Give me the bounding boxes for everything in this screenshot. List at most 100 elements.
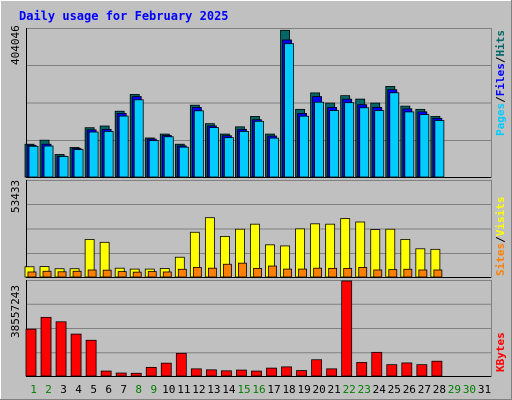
day-label-28: 28 (433, 383, 446, 396)
kbytes-panel-bar-kbytes-day-8 (130, 372, 142, 377)
hits-panel-bar-pages-day-19 (299, 115, 309, 178)
kbytes-panel-bar-kbytes-day-24 (371, 351, 383, 377)
legend-kbytes: KBytes (494, 332, 507, 372)
day-label-20: 20 (313, 383, 326, 396)
day-label-9: 9 (150, 383, 157, 396)
hits-panel-bar-pages-day-10 (163, 136, 174, 178)
kbytes-panel-bar-kbytes-day-26 (401, 362, 413, 377)
visits-panel-bar-sites-day-24 (373, 269, 383, 278)
day-label-4: 4 (75, 383, 82, 396)
visits-panel-bar-sites-day-19 (298, 268, 307, 278)
visits-panel-bar-sites-day-5 (87, 269, 97, 278)
hits-panel-bar-pages-day-21 (329, 110, 340, 178)
day-label-12: 12 (192, 383, 205, 396)
hits-panel-bar-pages-day-2 (43, 145, 54, 178)
visits-sites-panel (24, 180, 492, 278)
visits-panel-bar-sites-day-18 (283, 268, 292, 278)
visits-panel-bar-sites-day-4 (72, 270, 82, 278)
day-label-25: 25 (388, 383, 401, 396)
visits-panel-bar-sites-day-11 (177, 268, 187, 278)
legend-files: Files (494, 63, 507, 96)
kbytes-panel-bar-kbytes-day-23 (356, 362, 368, 377)
visits-panel-bar-sites-day-6 (102, 269, 112, 278)
visits-panel-bar-sites-day-10 (162, 271, 172, 278)
kbytes-panel-bar-kbytes-day-4 (70, 333, 82, 377)
legend-sites: Sites (494, 243, 507, 276)
hits-panel-bar-pages-day-11 (178, 146, 189, 178)
kbytes-panel-bar-kbytes-day-11 (175, 352, 187, 377)
kbytes-panel-bar-kbytes-day-15 (236, 369, 247, 377)
visits-panel-bar-sites-day-13 (207, 267, 217, 278)
day-label-15: 15 (237, 383, 250, 396)
legend-sep-3: / (494, 236, 507, 243)
hits-panel-bar-pages-day-23 (359, 107, 370, 178)
day-label-3: 3 (60, 383, 67, 396)
day-label-17: 17 (267, 383, 280, 396)
hits-panel-bar-pages-day-17 (269, 137, 279, 178)
day-label-18: 18 (282, 383, 295, 396)
hits-panel-bar-pages-day-4 (73, 149, 84, 178)
legend-pages: Pages (494, 103, 507, 136)
day-label-6: 6 (105, 383, 112, 396)
legend-visits: Visits (494, 197, 507, 237)
kbytes-panel-bar-kbytes-day-21 (326, 368, 338, 377)
visits-panel-bar-sites-day-2 (42, 270, 52, 278)
hits-panel-bar-pages-day-16 (254, 120, 264, 178)
day-label-30: 30 (463, 383, 476, 396)
hits-panel-bar-pages-day-13 (208, 127, 219, 178)
kbytes-panel-bar-kbytes-day-5 (85, 339, 97, 377)
visits-panel-bar-sites-day-17 (268, 265, 277, 278)
kbytes-panel-bar-kbytes-day-7 (115, 372, 127, 377)
kbytes-panel-bar-kbytes-day-19 (296, 370, 307, 377)
day-label-23: 23 (358, 383, 371, 396)
day-label-14: 14 (222, 383, 236, 396)
hits-panel-bar-pages-day-24 (374, 110, 385, 178)
hits-panel-bar-pages-day-6 (103, 131, 114, 178)
visits-panel-bar-sites-day-15 (238, 262, 247, 278)
legend-sites-visits: Sites/Visits (494, 197, 507, 277)
visits-panel-bar-sites-day-27 (418, 269, 428, 278)
day-labels: 1 2 3 4 5 6 7 8 9 10 11 12 13 14 15 16 17 18 19 20 21 22 23 24 2… (30, 383, 491, 396)
visits-panel-bar-sites-day-22 (343, 267, 353, 278)
legend-hits-files-pages: Pages/Files/Hits (494, 30, 507, 136)
hits-panel-bar-pages-day-28 (434, 120, 445, 178)
chart-title: Daily usage for February 2025 (19, 9, 229, 23)
day-label-13: 13 (207, 383, 220, 396)
hits-panel-bar-pages-day-1 (28, 145, 39, 178)
day-label-1: 1 (30, 383, 37, 396)
hits-panel-bar-pages-day-14 (224, 137, 234, 178)
day-label-26: 26 (403, 383, 416, 396)
hits-panel-bar-pages-day-18 (284, 43, 294, 178)
visits-panel-bar-sites-day-23 (358, 267, 368, 278)
day-label-16: 16 (252, 383, 265, 396)
day-label-11: 11 (177, 383, 190, 396)
hits-panel-bar-pages-day-20 (314, 101, 325, 178)
visits-panel-bar-sites-day-7 (117, 271, 127, 278)
day-label-31: 31 (478, 383, 491, 396)
kbytes-panel-bar-kbytes-day-14 (221, 370, 232, 377)
hits-panel-bar-pages-day-25 (389, 92, 400, 178)
kbytes-panel-bar-kbytes-day-9 (145, 366, 157, 377)
visits-panel-bar-sites-day-21 (328, 267, 338, 278)
legend-sep-1: / (494, 96, 507, 103)
kbytes-panel-bar-kbytes-day-6 (100, 370, 112, 377)
visits-max-label: 53433 (9, 180, 22, 213)
hits-panel-bar-pages-day-5 (88, 131, 99, 178)
visits-panel-bar-sites-day-25 (388, 269, 398, 278)
kbytes-panel-bar-kbytes-day-17 (266, 367, 277, 377)
day-label-19: 19 (297, 383, 310, 396)
day-label-24: 24 (373, 383, 387, 396)
legend-sep-2: / (494, 56, 507, 63)
hits-panel-bar-pages-day-27 (419, 114, 430, 178)
visits-panel-bar-sites-day-9 (147, 271, 157, 278)
hits-panel-bar-pages-day-9 (148, 140, 159, 178)
day-label-10: 10 (162, 383, 175, 396)
kbytes-panel-bar-kbytes-day-25 (386, 364, 398, 377)
visits-panel-bar-sites-day-26 (403, 268, 413, 278)
hits-panel-bar-pages-day-12 (193, 110, 204, 178)
day-label-8: 8 (135, 383, 142, 396)
hits-panel-bar-pages-day-22 (344, 102, 355, 178)
kbytes-panel-bar-kbytes-day-10 (160, 362, 172, 377)
kbytes-panel (25, 280, 492, 377)
visits-panel-bar-sites-day-20 (313, 267, 323, 278)
